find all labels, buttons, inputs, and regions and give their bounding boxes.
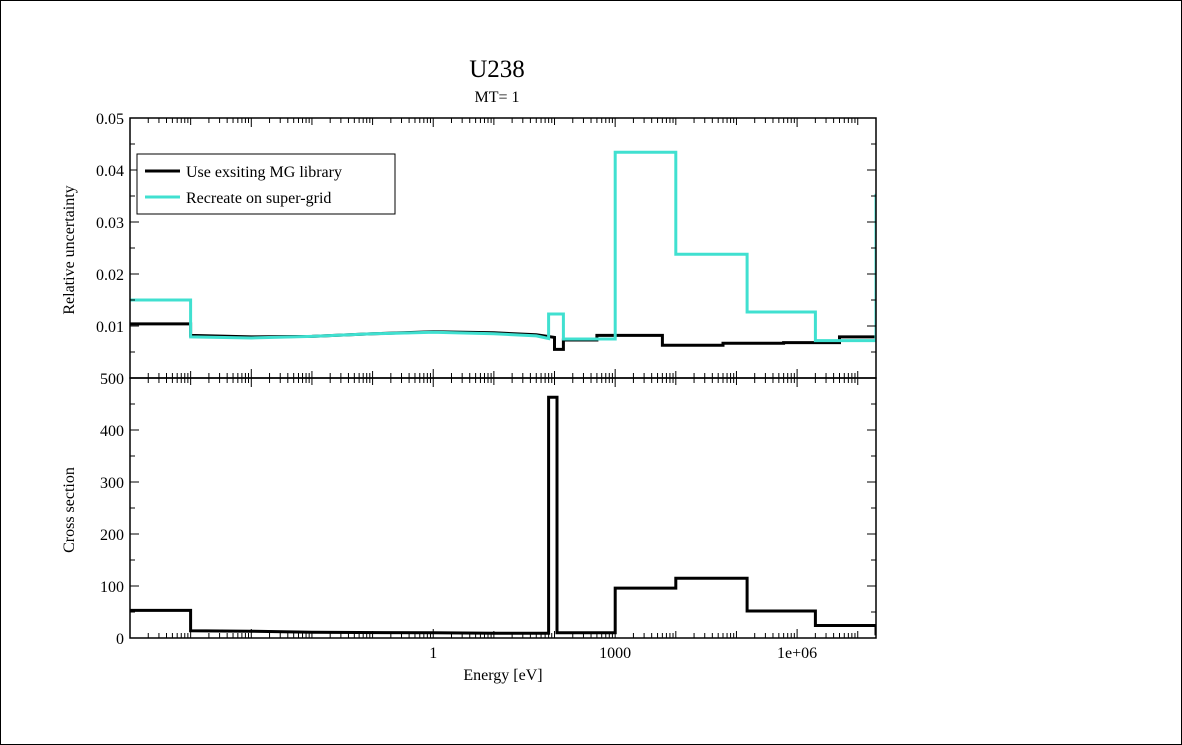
x-axis-label: Energy [eV]	[463, 667, 542, 684]
y-tick-label-0: 0.04	[96, 163, 124, 180]
chart-title: U238	[469, 56, 525, 83]
uncertainty-panel: 0.01 0.02 0.03 0.04 0.05	[96, 111, 877, 379]
y-tick-label-0: 0.03	[96, 215, 124, 232]
cross-section-panel: 0 100 200 300 400 500	[100, 371, 877, 648]
chart-subtitle: MT= 1	[474, 89, 519, 106]
y-axis-label-cross-section: Cross section	[61, 467, 78, 553]
x-axis: 1 1000 1e+06	[429, 645, 817, 662]
y-tick-label-0: 0.01	[96, 319, 124, 336]
series-line-1-0	[130, 395, 876, 636]
legend-label-existing: Use exsiting MG library	[186, 164, 342, 181]
legend: Use exsiting MG library Recreate on supe…	[136, 153, 396, 215]
y-tick-label-1: 0	[116, 631, 124, 648]
series-line-0-0	[130, 205, 876, 351]
x-tick-label: 1e+06	[777, 645, 817, 662]
series-line-0-1	[130, 150, 876, 343]
plot-frame-1	[129, 377, 877, 639]
y-tick-label-1: 200	[100, 527, 124, 544]
y-tick-label-1: 400	[100, 423, 124, 440]
x-tick-label: 1	[429, 645, 437, 662]
y-tick-label-0: 0.05	[96, 111, 124, 128]
y-tick-label-1: 300	[100, 475, 124, 492]
legend-box	[136, 153, 396, 215]
y-tick-label-1: 100	[100, 579, 124, 596]
y-axis-label-uncertainty: Relative uncertainty	[61, 185, 78, 314]
y-tick-label-0: 0.02	[96, 267, 124, 284]
legend-label-supergrid: Recreate on super-grid	[186, 190, 331, 207]
x-tick-label: 1000	[599, 645, 631, 662]
y-tick-label-1: 500	[100, 371, 124, 388]
